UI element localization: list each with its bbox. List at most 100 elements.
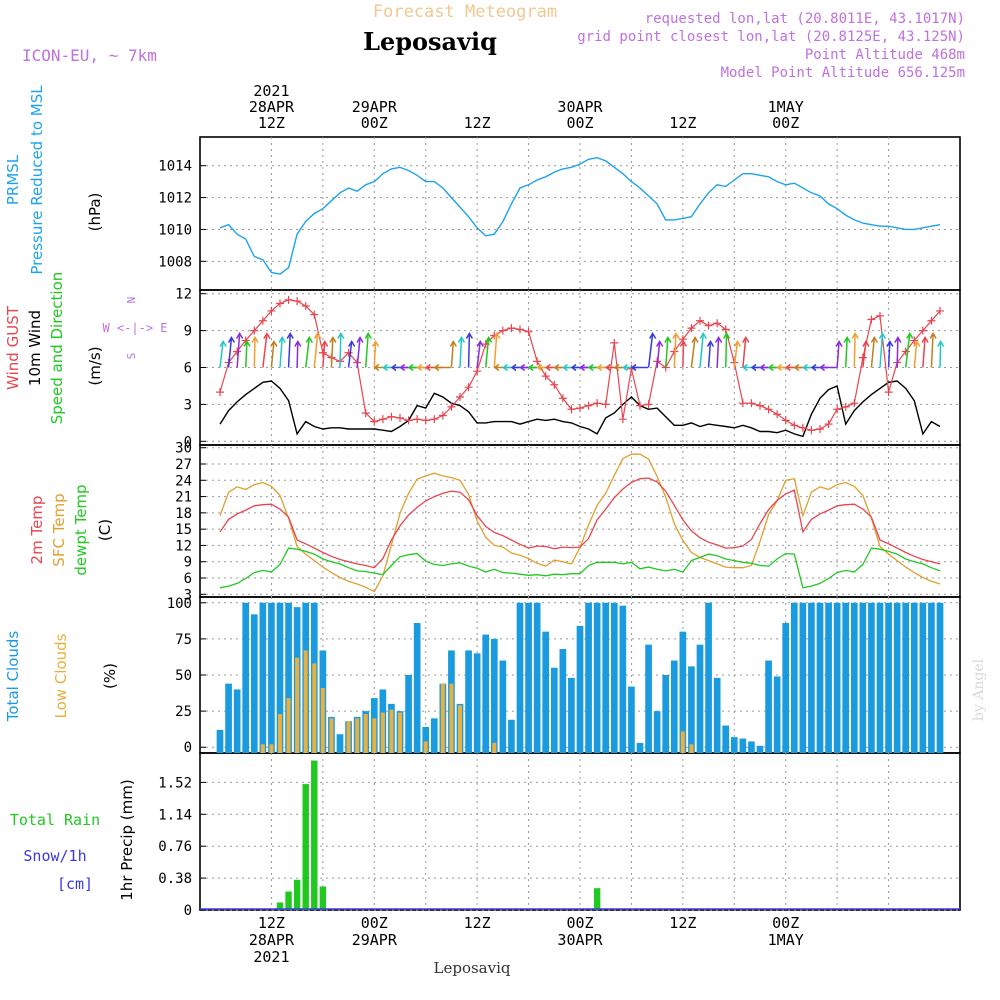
wind-arrowhead	[886, 340, 894, 347]
wind-arrowhead	[759, 363, 766, 372]
gust-marker	[936, 306, 944, 315]
pressure-line	[219, 156, 941, 275]
wind-arrow	[313, 333, 319, 368]
wind-arrow	[742, 337, 747, 368]
rain-bar	[293, 879, 301, 910]
total-cloud-bar	[799, 602, 807, 753]
gust-marker	[438, 411, 447, 420]
gust-marker	[430, 415, 439, 424]
snow-label: Snow/1h	[23, 847, 86, 865]
wind-arrowhead	[251, 336, 259, 343]
wind-arrowhead	[802, 363, 808, 372]
wind-arrowhead	[570, 363, 577, 372]
wind-arrowhead	[648, 332, 657, 339]
gust-marker	[876, 311, 884, 320]
low-cloud-bar	[355, 718, 360, 753]
wind-arrowhead	[878, 332, 887, 339]
wind-arrowhead	[294, 340, 302, 347]
wind-arrowhead	[793, 363, 800, 372]
gust-marker	[833, 405, 842, 414]
total-cloud-bar	[662, 675, 670, 753]
gust-marker	[404, 416, 413, 425]
low-cloud-bar	[269, 744, 274, 753]
wind-arrow	[236, 333, 241, 368]
total-cloud-bar	[276, 602, 284, 753]
wind-arrowhead	[493, 363, 500, 372]
gust-marker	[918, 326, 927, 335]
gust-marker	[807, 426, 816, 435]
wind-arrowhead	[785, 363, 791, 372]
unit-label: (C)	[96, 519, 114, 541]
time-label-top: 12Z	[258, 114, 285, 132]
wind-arrow	[373, 341, 377, 368]
gust-marker	[858, 353, 867, 362]
y-tick-label: 0	[184, 434, 192, 450]
y-tick-label: 9	[184, 324, 192, 340]
wind-arrow	[844, 337, 848, 368]
gust-marker	[318, 348, 327, 357]
time-label-bottom: 00Z	[772, 914, 799, 932]
low-cloud-bar	[397, 712, 403, 753]
wind-arrowhead	[337, 332, 345, 339]
credit: by Angel	[971, 658, 987, 721]
gust-marker	[473, 367, 482, 376]
total-cloud-bar	[739, 738, 747, 753]
gust-marker	[927, 316, 936, 325]
gust-marker	[824, 420, 833, 429]
low-cloud-bar	[389, 709, 394, 753]
wind-arrowhead	[399, 363, 406, 372]
gust-marker	[378, 415, 387, 424]
wind-arrow	[364, 333, 369, 368]
total-cloud-bar	[850, 602, 858, 753]
total-cloud-bar	[268, 602, 275, 753]
wind-arrowhead	[407, 363, 414, 372]
wind-arrowhead	[767, 363, 774, 372]
wind-arrowhead	[545, 363, 551, 372]
wind-arrow	[930, 333, 934, 368]
compass-label: W <-|-> E	[102, 321, 167, 335]
wind-arrowhead	[382, 363, 388, 372]
time-label-top: 29APR	[352, 98, 398, 116]
wind-arrow	[227, 337, 233, 368]
wind-arrowhead	[305, 336, 313, 343]
total-cloud-bar	[705, 602, 712, 753]
time-label-bottom: 00Z	[361, 914, 388, 932]
gust-marker	[558, 394, 567, 403]
time-label-bottom: 2021	[253, 948, 289, 966]
wind-arrow	[467, 333, 471, 368]
wind-arrowhead	[493, 332, 501, 339]
wind-arrow	[707, 341, 712, 368]
gust-marker	[541, 372, 550, 381]
time-label-bottom: 30APR	[557, 931, 603, 949]
y-tick-label: 6	[184, 571, 192, 587]
wind-arrowhead	[476, 340, 484, 347]
gust-marker	[756, 401, 764, 410]
low-cloud-bar	[346, 721, 351, 753]
total-cloud-bar	[422, 727, 430, 753]
unit-label: (m/s)	[86, 346, 104, 385]
wind-arrow	[476, 341, 481, 368]
wind-arrowhead	[894, 336, 902, 343]
wind-arrow	[279, 337, 283, 368]
total-cloud-bar	[499, 660, 507, 753]
gust-marker	[413, 415, 422, 424]
gust-marker	[636, 401, 644, 410]
y-axis-label: Total Clouds	[4, 631, 22, 723]
gust-marker	[867, 315, 876, 324]
low-cloud-bar	[380, 712, 385, 753]
low-cloud-bar	[457, 705, 463, 753]
total-cloud-bar	[713, 677, 721, 753]
gust-marker	[267, 306, 276, 315]
grid-point-coords: grid point closest lon,lat (20.8125E, 43…	[577, 29, 965, 45]
gust-marker	[250, 326, 259, 335]
compass-south: S	[125, 353, 138, 360]
wind-arrowhead	[313, 332, 322, 339]
wind-arrowhead	[656, 340, 664, 347]
y-tick-label: 1014	[158, 159, 192, 175]
total-cloud-bar	[233, 689, 241, 753]
wind-arrowhead	[843, 336, 851, 343]
gust-marker	[293, 297, 302, 306]
total-cloud-bar	[473, 653, 481, 753]
